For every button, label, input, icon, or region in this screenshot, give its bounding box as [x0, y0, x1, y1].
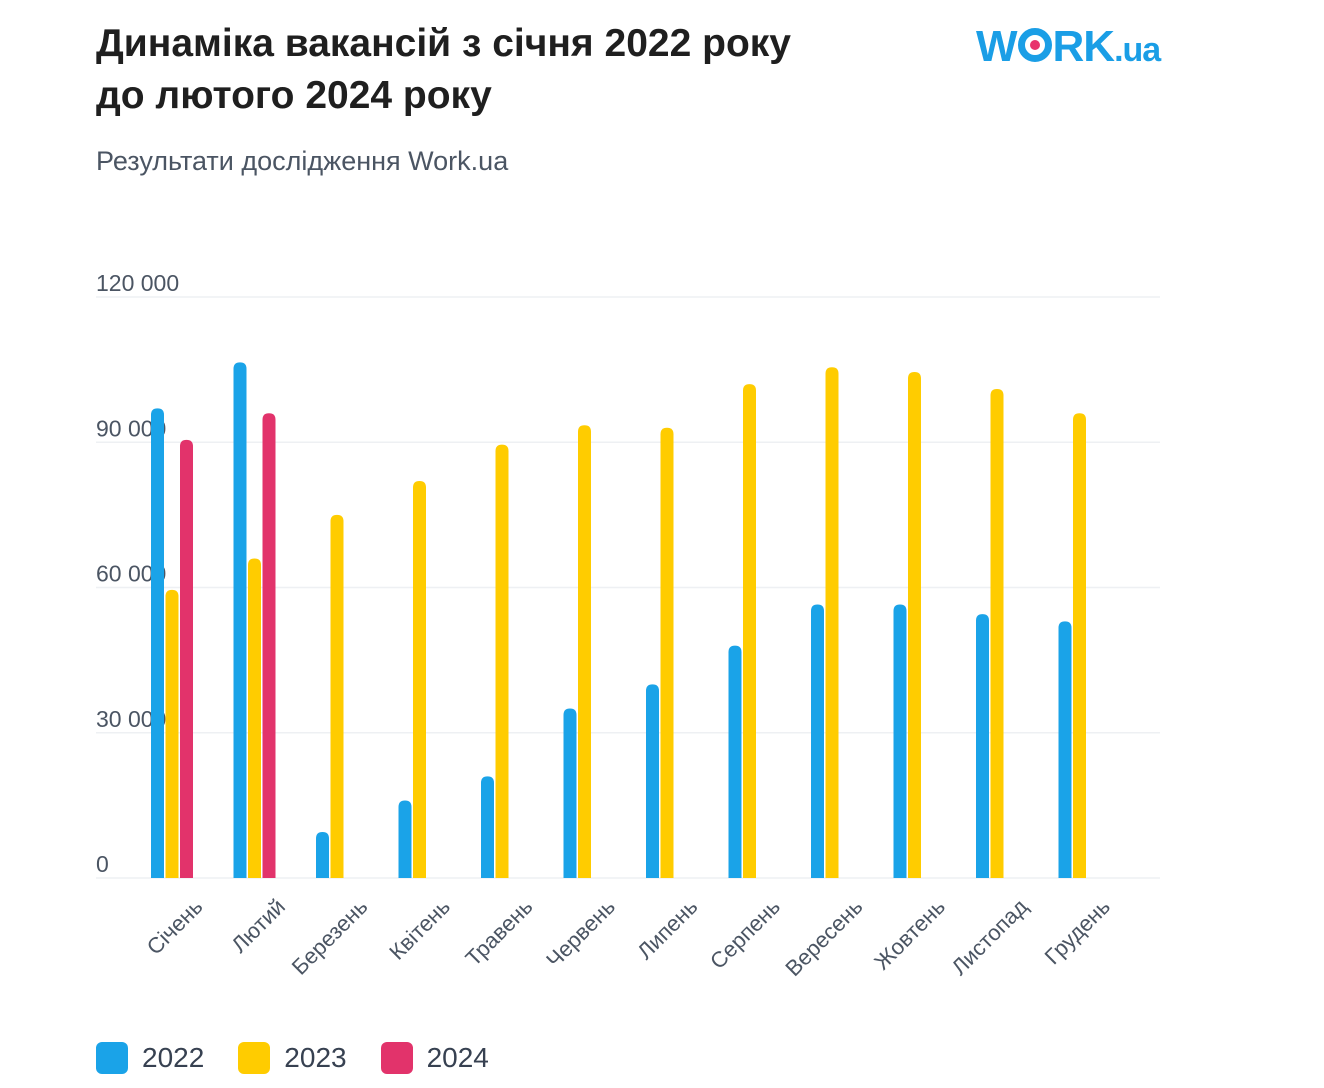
bar-2022-6 [563, 708, 577, 878]
bar-2023-4 [413, 480, 426, 878]
legend-label: 2022 [142, 1042, 205, 1073]
x-tick-label: Грудень [1040, 894, 1115, 969]
bar-2022-2 [233, 362, 247, 878]
bar-2022-12 [1058, 621, 1072, 878]
work-ua-logo: W RK.ua [976, 22, 1161, 72]
bar-2022-8 [728, 645, 742, 878]
x-tick-label: Квітень [384, 894, 455, 965]
bar-2022-9 [811, 604, 824, 878]
x-tick-label: Травень [460, 894, 537, 971]
bar-2022-11 [976, 614, 989, 878]
y-tick-label: 0 [96, 851, 109, 877]
bar-2022-7 [646, 684, 659, 878]
bar-2024-2 [262, 413, 276, 878]
x-tick-label: Листопад [946, 894, 1032, 980]
bar-2023-1 [165, 589, 179, 878]
x-tick-label: Червень [541, 894, 620, 973]
bar-2022-1 [151, 408, 164, 878]
x-tick-label: Вересень [780, 894, 867, 981]
bar-2023-7 [660, 427, 674, 878]
y-tick-label: 120 000 [96, 270, 179, 296]
legend-swatch [380, 1042, 413, 1074]
x-tick-label: Жовтень [869, 894, 950, 975]
x-tick-label: Січень [142, 894, 208, 960]
legend-item: 2022 [96, 1042, 204, 1074]
x-tick-label: Серпень [705, 894, 785, 974]
legend-swatch [96, 1042, 128, 1074]
bar-2023-5 [495, 444, 509, 878]
x-tick-label: Березень [287, 894, 373, 980]
legend-item: 2023 [238, 1042, 347, 1074]
x-tick-label: Липень [632, 894, 702, 964]
bar-2023-10 [908, 372, 921, 878]
chart-title-line-2: до лютого 2024 року [96, 74, 492, 117]
bars [151, 362, 1086, 878]
bar-2023-8 [743, 384, 756, 878]
legend: 2022 2023 2024 [96, 1042, 489, 1074]
x-tick-label: Лютий [226, 894, 290, 958]
bar-2023-6 [578, 425, 591, 878]
logo-suffix: .ua [1114, 31, 1161, 69]
legend-swatch [238, 1042, 271, 1074]
bar-2022-10 [893, 604, 907, 878]
chart-title-line-1: Динаміка вакансій з січня 2022 року [96, 22, 791, 65]
bar-2022-4 [398, 800, 412, 878]
bar-2023-12 [1073, 413, 1086, 878]
legend-item: 2024 [380, 1042, 489, 1074]
legend-label: 2024 [426, 1042, 489, 1073]
bar-2023-2 [248, 558, 261, 878]
chart-title: Динаміка вакансій з січня 2022 року до л… [96, 18, 956, 122]
bar-2022-3 [316, 832, 329, 878]
logo-text-start: W [976, 22, 1018, 71]
logo-o-target-icon [1017, 28, 1052, 62]
bar-2023-11 [990, 388, 1004, 878]
bar-2024-1 [180, 439, 193, 878]
bar-2023-9 [825, 367, 839, 878]
chart-subtitle: Результати дослідження Work.ua [96, 146, 509, 176]
legend-label: 2023 [284, 1042, 347, 1073]
bar-2023-3 [330, 514, 344, 878]
logo-text-end: RK [1052, 22, 1116, 71]
bar-2022-5 [481, 776, 494, 878]
